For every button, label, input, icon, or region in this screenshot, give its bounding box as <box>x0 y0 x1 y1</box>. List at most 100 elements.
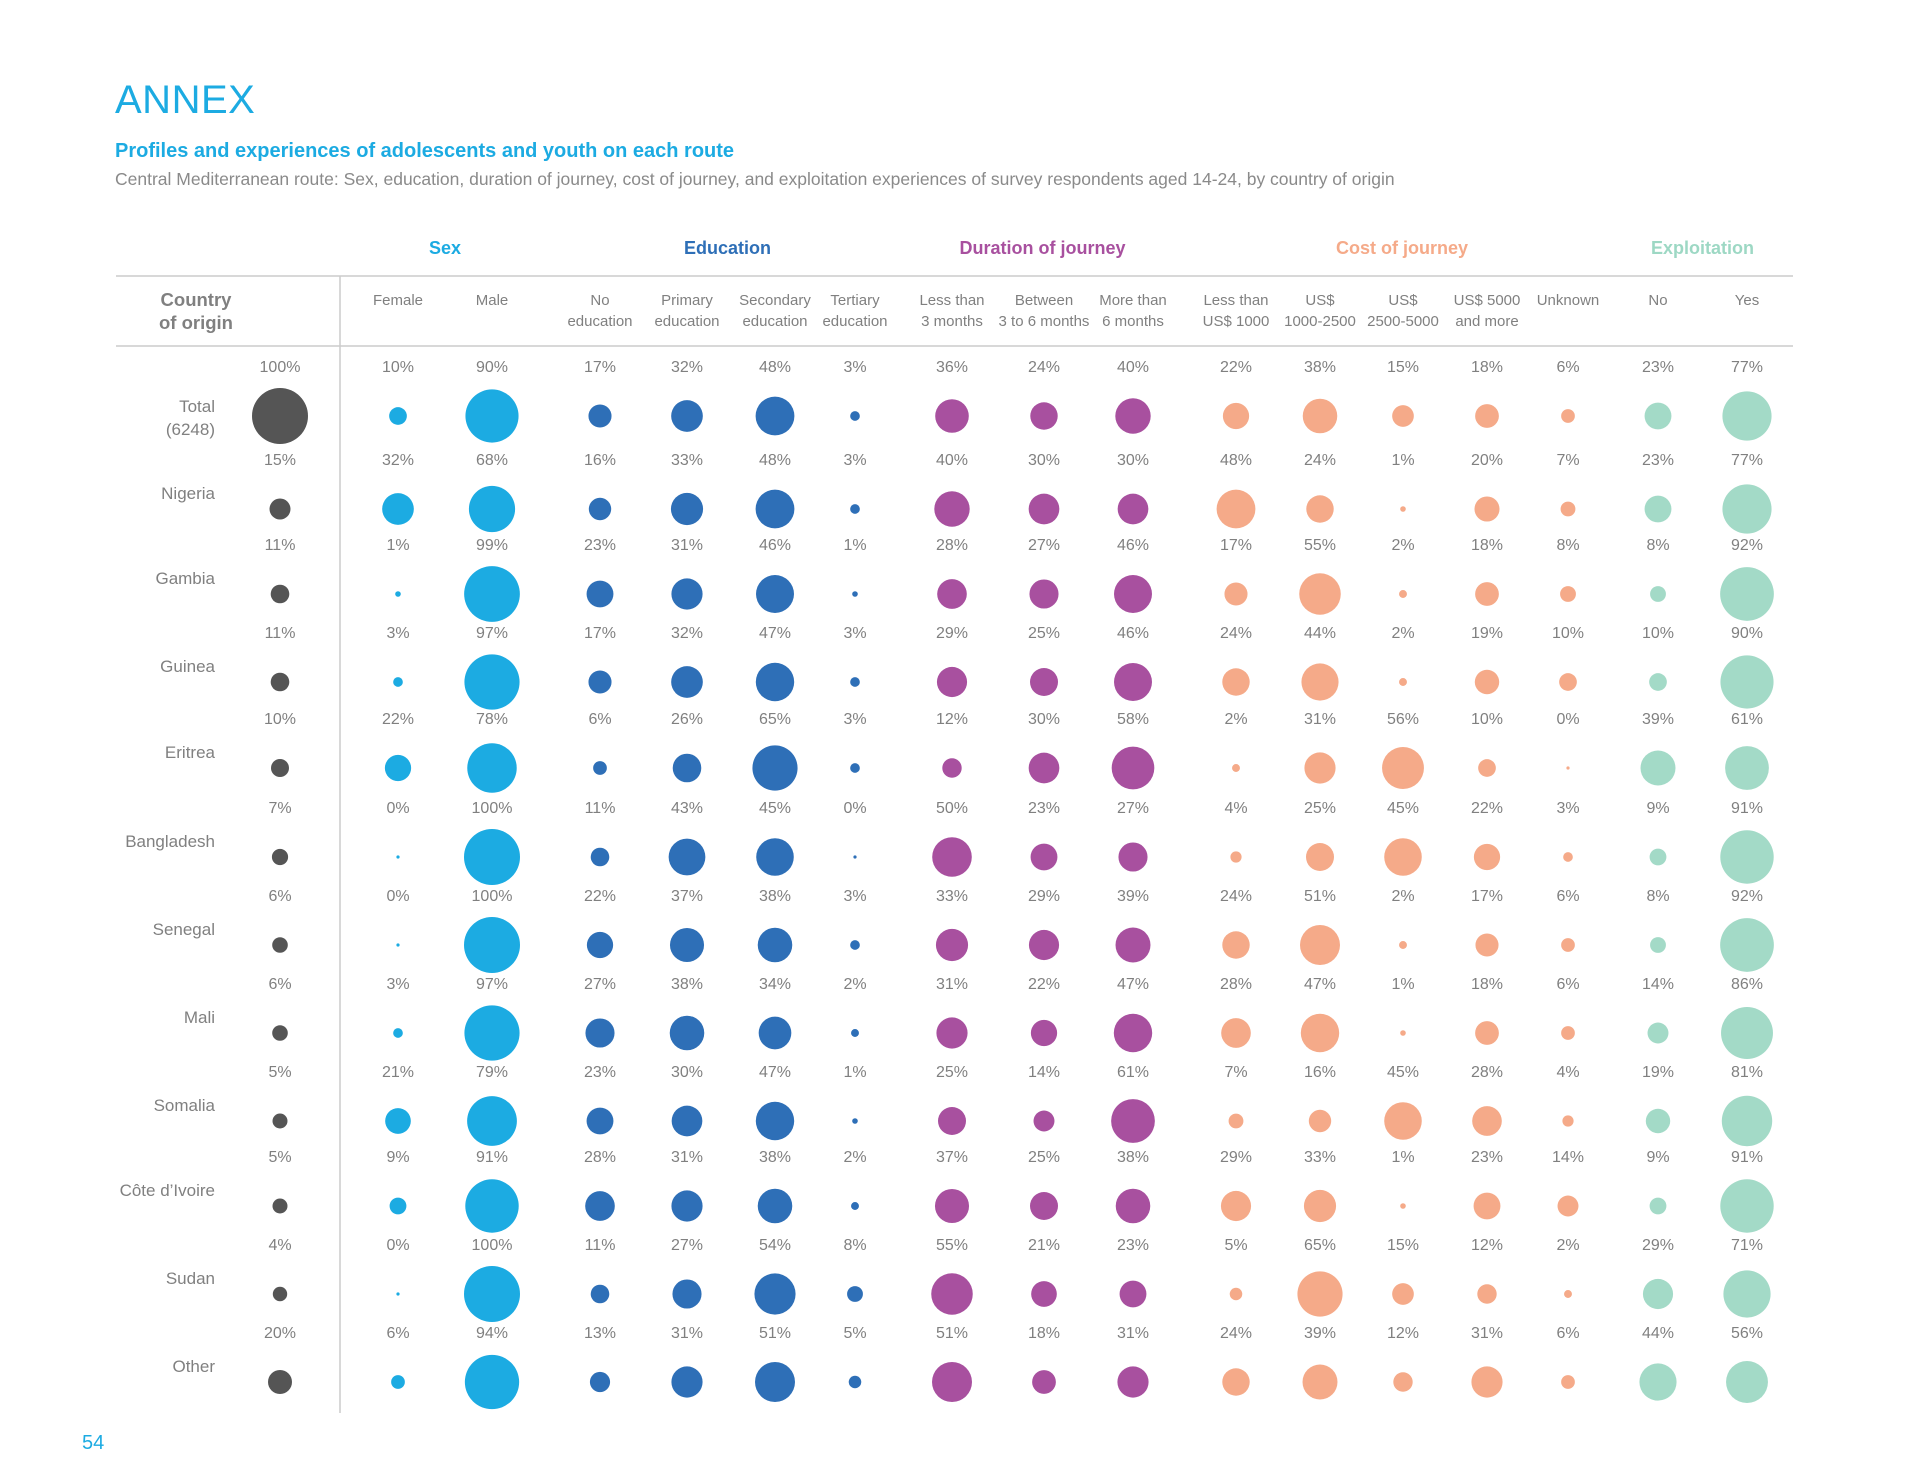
value-bubble <box>1473 1192 1501 1220</box>
column-header-label: More than <box>1099 292 1167 309</box>
value-label: 24% <box>1220 888 1252 905</box>
column-header-label: No <box>1648 292 1667 309</box>
value-bubble <box>1647 1022 1669 1044</box>
value-bubble <box>384 754 412 782</box>
value-label: 1% <box>386 537 409 554</box>
value-label: 20% <box>1471 452 1503 469</box>
column-header-label: 3 to 6 months <box>999 313 1090 330</box>
value-label: 22% <box>1028 976 1060 993</box>
value-label: 31% <box>671 537 703 554</box>
value-bubble <box>668 838 706 876</box>
value-bubble <box>1474 669 1500 695</box>
value-label: 17% <box>584 359 616 376</box>
value-label: 31% <box>1304 711 1336 728</box>
value-label: 18% <box>1028 1325 1060 1342</box>
value-label: 50% <box>936 800 968 817</box>
value-label: 61% <box>1731 711 1763 728</box>
value-label: 39% <box>1642 711 1674 728</box>
value-bubble <box>1478 759 1496 777</box>
share-label: 7% <box>268 800 291 817</box>
value-bubble <box>590 847 610 867</box>
value-bubble <box>1028 752 1060 784</box>
value-bubble <box>671 666 703 698</box>
value-bubble <box>1220 1190 1252 1222</box>
chart-subtitle: Profiles and experiences of adolescents … <box>115 140 735 162</box>
value-bubble <box>1303 1189 1337 1223</box>
country-label: Mali <box>184 1008 215 1027</box>
value-label: 46% <box>1117 625 1149 642</box>
value-label: 38% <box>1117 1149 1149 1166</box>
value-label: 26% <box>671 711 703 728</box>
value-label: 15% <box>1387 359 1419 376</box>
country-label: Total <box>179 397 215 416</box>
value-bubble <box>752 745 798 791</box>
value-bubble <box>1722 391 1772 441</box>
value-bubble <box>1650 586 1666 602</box>
value-label: 2% <box>1391 625 1414 642</box>
value-bubble <box>1030 1192 1058 1220</box>
value-label: 0% <box>1556 711 1579 728</box>
value-label: 8% <box>1646 888 1669 905</box>
value-bubble <box>935 928 969 962</box>
value-bubble <box>671 1105 703 1137</box>
value-label: 14% <box>1642 976 1674 993</box>
value-bubble <box>1222 402 1250 430</box>
share-label: 6% <box>268 888 291 905</box>
value-bubble <box>1475 404 1499 428</box>
value-bubble <box>464 654 520 710</box>
value-label: 1% <box>1391 1149 1414 1166</box>
value-bubble <box>1472 1106 1502 1136</box>
share-label: 6% <box>268 976 291 993</box>
value-label: 34% <box>759 976 791 993</box>
column-header-label: Secondary <box>739 292 811 309</box>
value-label: 4% <box>1224 800 1247 817</box>
value-bubble <box>396 1292 400 1296</box>
value-label: 31% <box>671 1149 703 1166</box>
value-label: 28% <box>936 537 968 554</box>
value-bubble <box>942 758 962 778</box>
value-label: 3% <box>843 359 866 376</box>
value-bubble <box>1644 495 1672 523</box>
value-label: 1% <box>843 537 866 554</box>
value-bubble <box>1560 501 1576 517</box>
value-bubble <box>671 1366 703 1398</box>
value-label: 39% <box>1304 1325 1336 1342</box>
value-bubble <box>851 1202 859 1210</box>
value-label: 6% <box>1556 976 1579 993</box>
share-bubble <box>268 1370 292 1394</box>
value-bubble <box>1300 925 1340 965</box>
value-bubble <box>464 1005 520 1061</box>
value-bubble <box>850 677 860 687</box>
value-bubble <box>1720 918 1774 972</box>
value-label: 55% <box>1304 537 1336 554</box>
country-label: Gambia <box>155 569 215 588</box>
value-bubble <box>396 943 400 947</box>
share-bubble <box>270 584 290 604</box>
value-label: 40% <box>936 452 968 469</box>
value-bubble <box>464 1266 520 1322</box>
value-label: 1% <box>843 1064 866 1081</box>
value-label: 27% <box>671 1237 703 1254</box>
value-label: 8% <box>1556 537 1579 554</box>
value-bubble <box>1224 582 1248 606</box>
value-bubble <box>852 591 858 597</box>
column-header-label: education <box>822 313 887 330</box>
value-label: 3% <box>843 888 866 905</box>
value-label: 25% <box>1028 625 1060 642</box>
value-label: 0% <box>386 1237 409 1254</box>
value-label: 6% <box>588 711 611 728</box>
value-label: 51% <box>1304 888 1336 905</box>
value-label: 6% <box>1556 359 1579 376</box>
value-label: 27% <box>1028 537 1060 554</box>
column-header-label: US$ <box>1388 292 1418 309</box>
value-label: 56% <box>1387 711 1419 728</box>
value-label: 45% <box>1387 800 1419 817</box>
column-header-label: Primary <box>661 292 713 309</box>
value-bubble <box>1475 582 1499 606</box>
value-label: 19% <box>1642 1064 1674 1081</box>
share-bubble <box>272 937 288 953</box>
value-bubble <box>1119 1280 1147 1308</box>
share-label: 11% <box>265 625 296 642</box>
value-label: 2% <box>1224 711 1247 728</box>
